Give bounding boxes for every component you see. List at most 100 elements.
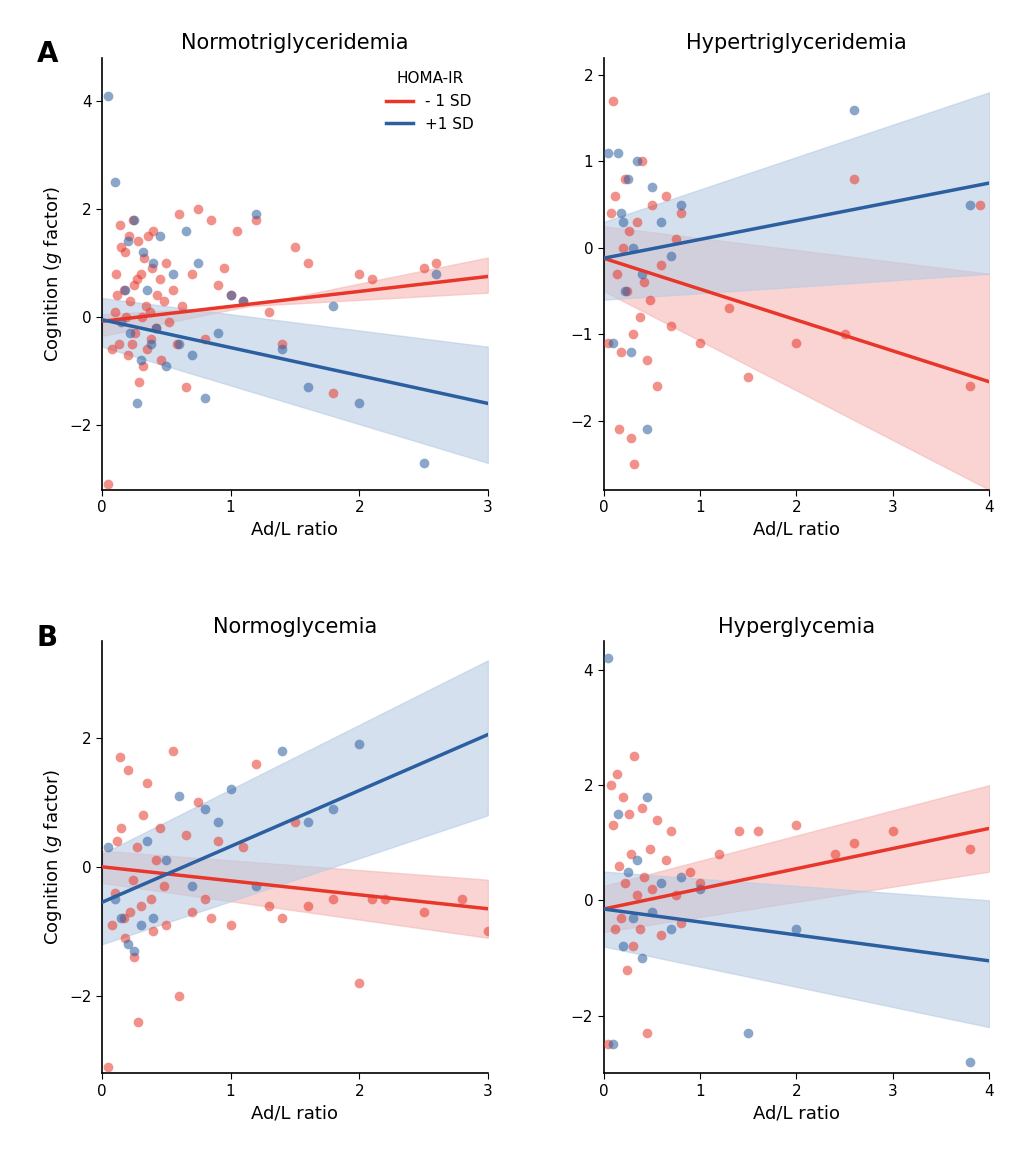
Point	[364, 270, 380, 288]
Point	[606, 920, 623, 938]
Point	[108, 264, 124, 283]
Point	[112, 216, 128, 234]
Point	[300, 812, 316, 831]
Point	[599, 1035, 615, 1054]
Point	[624, 937, 640, 956]
Point	[100, 1057, 116, 1076]
Point	[129, 1012, 146, 1031]
Point	[635, 868, 651, 886]
Point	[156, 292, 172, 310]
Point	[961, 1052, 977, 1071]
Point	[118, 308, 135, 327]
Point	[164, 742, 180, 760]
Point	[428, 264, 444, 283]
Point	[129, 232, 146, 250]
Point	[616, 282, 633, 300]
Point	[153, 351, 169, 369]
Point	[624, 908, 640, 927]
Point	[612, 343, 629, 361]
Point	[351, 974, 367, 992]
Point	[100, 475, 116, 494]
Point	[415, 260, 431, 278]
Point	[248, 877, 264, 896]
Point	[652, 212, 668, 231]
Point	[415, 454, 431, 472]
Point	[618, 282, 634, 300]
Point	[836, 325, 852, 344]
Point	[635, 273, 651, 292]
Point	[171, 987, 187, 1005]
Point	[667, 230, 684, 248]
Point	[120, 226, 137, 245]
Point	[248, 755, 264, 773]
Point	[846, 100, 862, 119]
Point	[629, 212, 645, 231]
Point	[149, 286, 165, 305]
Title: Normoglycemia: Normoglycemia	[213, 616, 377, 637]
Point	[161, 313, 177, 331]
Point	[133, 308, 150, 327]
Point	[652, 926, 668, 944]
Point	[604, 91, 621, 110]
Point	[662, 247, 679, 265]
Point	[788, 920, 804, 938]
Point	[171, 205, 187, 224]
Point	[119, 232, 136, 250]
Point	[107, 173, 123, 192]
Point	[197, 890, 213, 908]
Point	[126, 947, 143, 966]
Point	[618, 960, 634, 979]
Point	[624, 239, 640, 257]
Point	[641, 839, 657, 857]
Point	[604, 1035, 621, 1054]
Point	[643, 195, 659, 213]
Point	[325, 890, 341, 908]
Point	[177, 825, 194, 844]
Point	[100, 87, 116, 105]
Point	[107, 302, 123, 321]
Point	[119, 935, 136, 953]
Point	[158, 357, 174, 375]
Point	[614, 787, 631, 805]
Point	[203, 210, 219, 228]
Point	[135, 357, 151, 375]
Point	[604, 816, 621, 834]
Point	[657, 850, 674, 869]
Point	[626, 455, 642, 473]
Point	[662, 920, 679, 938]
Point	[614, 212, 631, 231]
Point	[126, 210, 143, 228]
Point	[614, 937, 631, 956]
Point	[164, 264, 180, 283]
Point	[109, 286, 125, 305]
Point	[629, 850, 645, 869]
Point	[119, 760, 136, 779]
Point	[143, 335, 159, 353]
Point	[608, 264, 625, 283]
Point	[453, 890, 470, 908]
Point	[124, 210, 141, 228]
Point	[261, 302, 277, 321]
Point	[139, 340, 155, 359]
Point	[614, 239, 631, 257]
Point	[100, 838, 116, 856]
Point	[126, 942, 143, 960]
Point	[209, 832, 225, 850]
Point	[971, 195, 987, 213]
Point	[132, 351, 149, 369]
Point	[720, 299, 737, 317]
Point	[599, 334, 615, 352]
Point	[183, 902, 200, 921]
Point	[643, 178, 659, 196]
Point	[128, 270, 145, 288]
Point	[634, 264, 650, 283]
Point	[667, 885, 684, 904]
Point	[612, 908, 629, 927]
Point	[710, 845, 727, 863]
Point	[145, 922, 161, 941]
Point	[602, 775, 619, 794]
Point	[117, 280, 133, 299]
Point	[620, 804, 636, 823]
Point	[632, 920, 648, 938]
Point	[152, 819, 168, 838]
